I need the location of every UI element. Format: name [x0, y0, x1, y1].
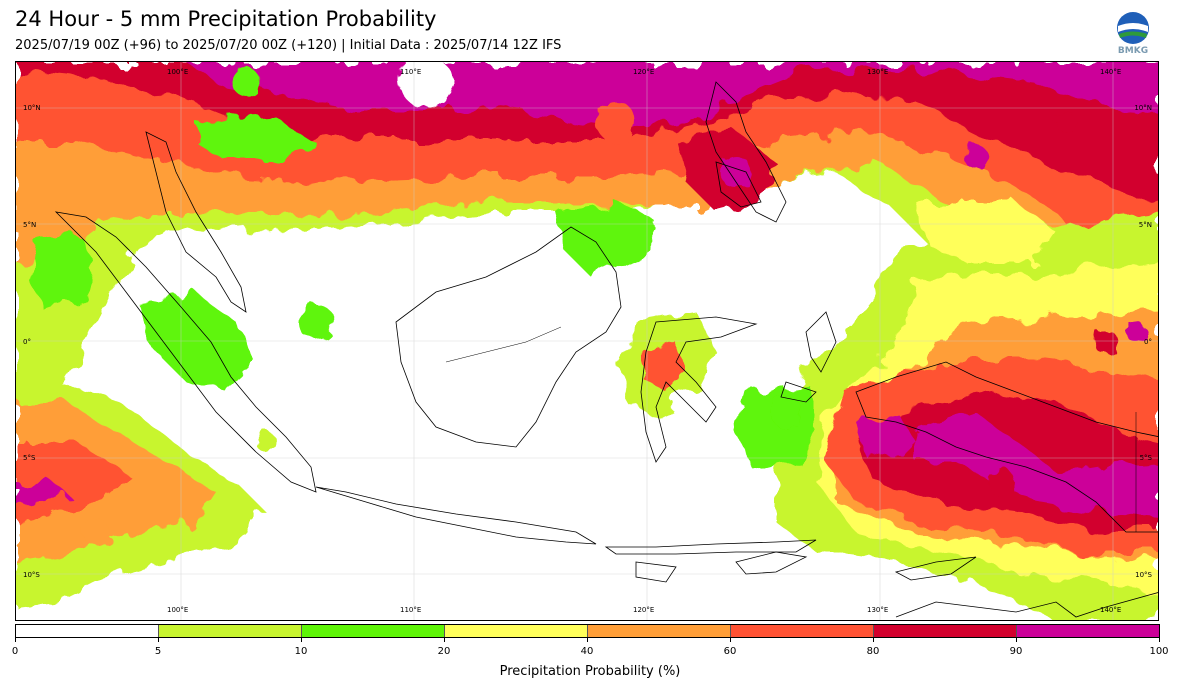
colorbar-segment-20-40 — [445, 625, 588, 637]
lon-label-110-bottom: 110°E — [400, 606, 421, 614]
colorbar — [15, 624, 1160, 638]
colorbar-tickmark — [587, 638, 588, 642]
lat-label-10s-left: 10°S — [23, 571, 40, 579]
colorbar-tick-0: 0 — [11, 646, 19, 657]
colorbar-title: Precipitation Probability (%) — [499, 664, 681, 679]
lon-label-100-bottom: 100°E — [167, 606, 188, 614]
svg-text:BMKG: BMKG — [1118, 46, 1148, 55]
lat-labels-left: 10°N 5°N 0° 5°S 10°S — [23, 104, 41, 579]
colorbar-segment-0-5 — [16, 625, 159, 637]
borders — [445, 326, 1137, 532]
lat-labels-right: 10°N 5°N 0° 5°S 10°S — [1134, 104, 1152, 579]
colorbar-segment-40-60 — [588, 625, 731, 637]
lat-label-10s-right: 10°S — [1135, 571, 1152, 579]
lon-label-100-top: 100°E — [167, 68, 188, 76]
colorbar-tickmark — [730, 638, 731, 642]
colorbar-tick-20: 20 — [437, 646, 451, 657]
colorbar-tick-80: 80 — [866, 646, 880, 657]
colorbar-tickmark — [158, 638, 159, 642]
lat-label-5s-left: 5°S — [23, 454, 36, 462]
map-subtitle: 2025/07/19 00Z (+96) to 2025/07/20 00Z (… — [15, 38, 562, 53]
lon-label-120-bottom: 120°E — [633, 606, 654, 614]
lat-label-0-right: 0° — [1144, 338, 1152, 346]
coastlines — [54, 81, 1158, 618]
colorbar-tick-90: 90 — [1009, 646, 1023, 657]
colorbar-tickmark — [1159, 638, 1160, 642]
lon-labels-top: 100°E 110°E 120°E 130°E 140°E — [167, 68, 1121, 76]
lon-labels-bottom: 100°E 110°E 120°E 130°E 140°E — [167, 606, 1121, 614]
precipitation-map: 100°E 110°E 120°E 130°E 140°E 100°E 110°… — [15, 61, 1159, 621]
colorbar-tickmark — [15, 638, 16, 642]
graticule — [16, 62, 1158, 620]
colorbar-tickmark — [1016, 638, 1017, 642]
probability-field — [16, 62, 1158, 620]
colorbar-tick-5: 5 — [154, 646, 162, 657]
colorbar-segment-10-20 — [302, 625, 445, 637]
colorbar-tick-100: 100 — [1149, 646, 1169, 657]
lon-label-140-top: 140°E — [1100, 68, 1121, 76]
lat-label-10n-left: 10°N — [23, 104, 41, 112]
lat-label-5n-left: 5°N — [23, 221, 36, 229]
lon-label-110-top: 110°E — [400, 68, 421, 76]
lat-label-0-left: 0° — [23, 338, 31, 346]
colorbar-segment-5-10 — [159, 625, 302, 637]
probability-speckle — [82, 62, 1146, 546]
colorbar-segment-60-80 — [731, 625, 874, 637]
colorbar-tickmark — [444, 638, 445, 642]
lon-label-120-top: 120°E — [633, 68, 654, 76]
map-title: 24 Hour - 5 mm Precipitation Probability — [15, 7, 437, 31]
colorbar-tickmark — [301, 638, 302, 642]
precipitation-map-svg: 100°E 110°E 120°E 130°E 140°E 100°E 110°… — [16, 62, 1158, 620]
lon-label-130-bottom: 130°E — [867, 606, 888, 614]
colorbar-tick-10: 10 — [294, 646, 308, 657]
lon-label-130-top: 130°E — [867, 68, 888, 76]
lat-label-10n-right: 10°N — [1134, 104, 1152, 112]
colorbar-tick-60: 60 — [723, 646, 737, 657]
lat-label-5s-right: 5°S — [1140, 454, 1153, 462]
lon-label-140-bottom: 140°E — [1100, 606, 1121, 614]
colorbar-tick-40: 40 — [580, 646, 594, 657]
bmkg-logo-icon: BMKG — [1117, 12, 1149, 55]
lat-label-5n-right: 5°N — [1139, 221, 1152, 229]
colorbar-segment-80-90 — [874, 625, 1017, 637]
colorbar-tickmark — [873, 638, 874, 642]
colorbar-segment-90-100 — [1017, 625, 1159, 637]
